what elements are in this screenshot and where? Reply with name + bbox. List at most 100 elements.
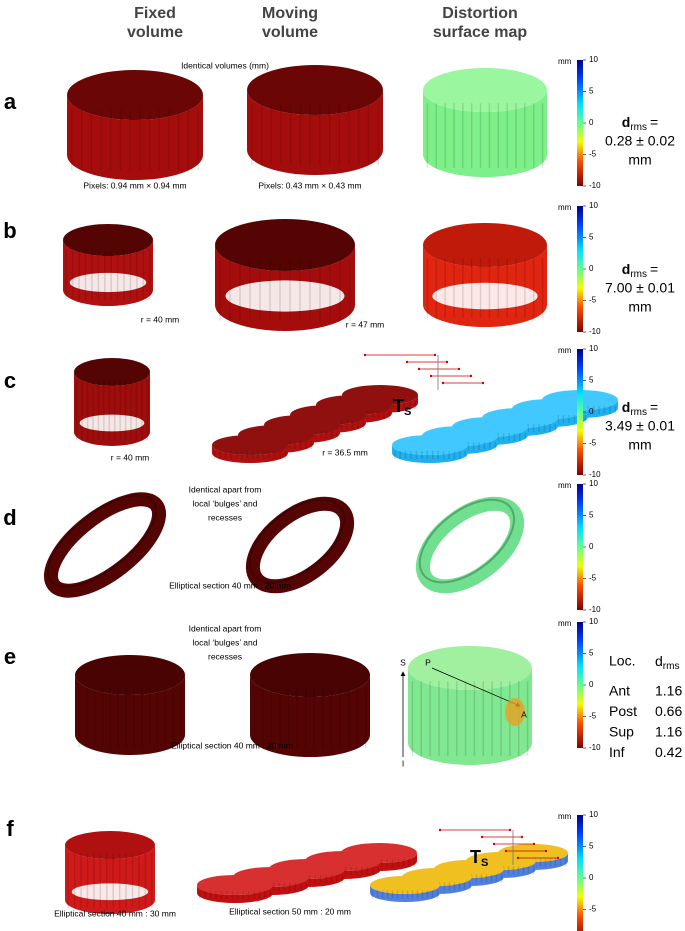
table-value: 0.42	[655, 744, 682, 760]
volume-render	[370, 876, 440, 902]
panel-label: c	[4, 368, 16, 393]
ring-edge	[248, 498, 346, 584]
cylinder-body	[197, 885, 273, 903]
transform-subscript: S	[481, 857, 488, 869]
cylinder-top	[423, 223, 547, 267]
table-location: Post	[609, 703, 637, 719]
volume-render	[65, 831, 155, 914]
colorbar-tick-label: -10	[589, 327, 601, 336]
cylinder-body	[247, 90, 383, 175]
axis-label: S	[400, 657, 406, 667]
colorbar-tick-label: 0	[589, 264, 594, 273]
drms-value: 0.28 ± 0.02	[605, 133, 675, 149]
transform-symbol: T	[470, 847, 481, 867]
annotation: Identical volumes (mm)	[181, 60, 269, 70]
drms-label: drms =	[622, 261, 658, 280]
colorbar-tick-label: -10	[589, 181, 601, 190]
drms-label: drms =	[622, 114, 658, 133]
column-header: surface map	[433, 24, 527, 41]
colorbar	[577, 484, 583, 610]
drms-equals: =	[650, 261, 658, 277]
cylinder-top	[212, 435, 288, 455]
volume-render	[74, 358, 150, 446]
volume-render	[408, 646, 532, 765]
colorbar-tick-label: 5	[589, 87, 594, 96]
panel-label: d	[3, 505, 16, 530]
ring-outer	[43, 492, 167, 598]
colorbar-tick-label: 5	[589, 511, 594, 520]
annotation: Elliptical section 40 mm : 20 mm	[169, 580, 291, 590]
cylinder-hole	[79, 414, 145, 432]
cylinder-top	[370, 876, 440, 894]
cylinder-body	[75, 675, 185, 755]
colorbar-tick-label: 10	[589, 201, 598, 210]
colorbar-tick-label: 5	[589, 233, 594, 242]
colorbar-tick-label: 5	[589, 649, 594, 658]
column-header: volume	[262, 24, 318, 41]
colorbar	[577, 349, 583, 475]
colorbar-tick-label: -5	[589, 905, 597, 914]
colorbar-tick-label: 10	[589, 55, 598, 64]
axis-label: A	[521, 709, 527, 719]
volume-render	[67, 70, 203, 180]
bulge	[505, 698, 525, 726]
colorbar	[577, 206, 583, 332]
table-value: 1.16	[655, 724, 682, 740]
drms-equals: =	[650, 114, 658, 130]
cylinder-body	[423, 90, 547, 177]
annotation: Pixels: 0.43 mm × 0.43 mm	[258, 180, 361, 190]
annotation: local ‘bulges’ and	[193, 498, 258, 508]
transform-label: TS	[393, 396, 411, 418]
drms-subscript: rms	[630, 407, 647, 418]
drms-subscript: rms	[630, 269, 647, 280]
colorbar-tick-label: 0	[589, 873, 594, 882]
panel-label: a	[4, 89, 17, 114]
panel-label: b	[3, 218, 16, 243]
colorbar-tick-label: -10	[589, 470, 601, 479]
cylinder-top	[65, 831, 155, 859]
colorbar	[577, 60, 583, 186]
colorbar-tick-label: 10	[589, 617, 598, 626]
cylinder-top	[408, 646, 532, 690]
cylinder-body	[212, 445, 288, 463]
table-location: Sup	[609, 724, 634, 740]
ring-outer	[415, 496, 525, 594]
column-header: Distortion	[442, 5, 518, 22]
ring-edge	[46, 494, 157, 588]
cylinder-body	[250, 675, 370, 757]
cylinder-hole	[71, 883, 149, 901]
colorbar-unit: mm	[558, 812, 572, 821]
pa-axis	[431, 667, 521, 707]
cylinder-top	[75, 655, 185, 695]
annotation: recesses	[208, 512, 242, 522]
colorbar-unit: mm	[558, 619, 572, 628]
colorbar-unit: mm	[558, 346, 572, 355]
cylinder-top	[67, 70, 203, 120]
annotation: Elliptical section 40 mm : 30 mm	[54, 908, 176, 918]
panel-label: e	[4, 644, 16, 669]
elliptical-ring	[415, 496, 525, 594]
annotation: r = 40 mm	[111, 452, 150, 462]
drms-label: drms =	[622, 399, 658, 418]
colorbar-tick-label: 10	[589, 344, 598, 353]
volume-render	[423, 223, 547, 327]
colorbar-tick-label: -5	[589, 439, 597, 448]
cylinder-top	[250, 653, 370, 697]
volume-render	[63, 224, 153, 306]
volume-render	[212, 435, 288, 463]
cylinder-hole	[69, 272, 147, 293]
colorbar	[577, 622, 583, 748]
cylinder-top	[247, 65, 383, 115]
cylinder-body	[392, 445, 468, 463]
colorbar-tick-label: -5	[589, 574, 597, 583]
annotation: Elliptical section 40 mm : 20 mm	[171, 740, 293, 750]
column-header: Moving	[262, 5, 318, 22]
annotation: r = 47 mm	[346, 319, 385, 329]
drms-value: 7.00 ± 0.01	[605, 280, 675, 296]
colorbar-tick-label: 0	[589, 118, 594, 127]
colorbar-tick-label: -5	[589, 296, 597, 305]
table-value: 0.66	[655, 703, 682, 719]
colorbar-tick-label: 10	[589, 810, 598, 819]
cylinder-top	[423, 68, 547, 112]
colorbar-tick-label: -5	[589, 712, 597, 721]
